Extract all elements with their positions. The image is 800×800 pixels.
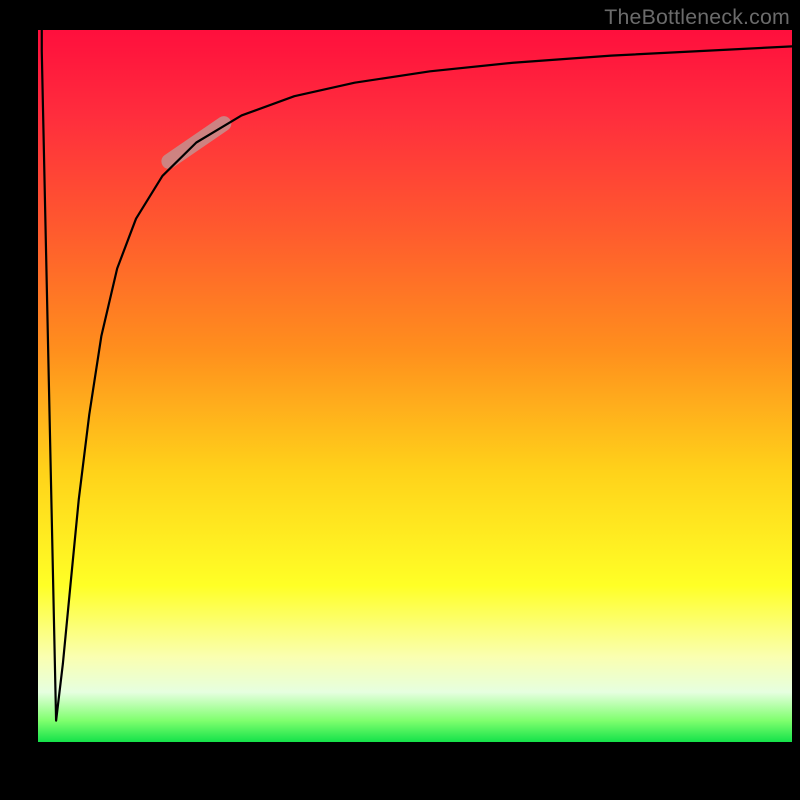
watermark-text: TheBottleneck.com — [604, 5, 790, 30]
curve-layer — [38, 30, 792, 742]
chart-plot-region — [38, 30, 792, 742]
chart-frame: TheBottleneck.com — [0, 0, 800, 800]
bottleneck-curve — [42, 30, 792, 721]
